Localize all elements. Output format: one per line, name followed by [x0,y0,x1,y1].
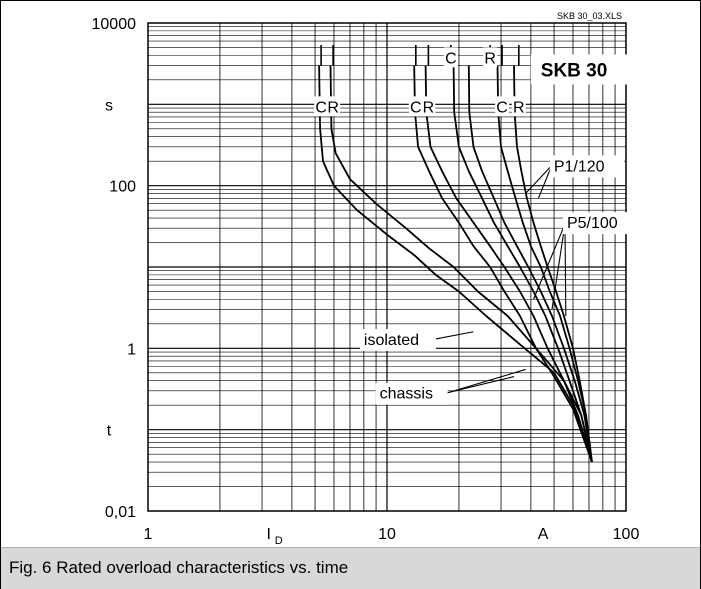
leader-line [525,164,553,194]
label-background [443,47,458,68]
label-background [408,96,423,117]
label-background [511,96,526,117]
y-tick-label: 0,01 [105,504,136,521]
x-axis-label-subscript: D [275,535,283,547]
x-unit-label: A [538,526,549,543]
x-tick-label: 10 [378,526,396,543]
curve-r-1 [329,65,593,463]
curve-label-top: C [445,50,457,67]
leader-line [564,224,567,316]
leader-line [447,368,526,394]
caption-text: Fig. 6 Rated overload characteristics vs… [9,558,349,577]
leader-lines [435,164,567,394]
annotation-p1120: P1/120 [554,158,605,175]
curve-c-6 [496,65,593,463]
label-background [421,96,436,117]
curve-label-top: C [410,99,422,116]
chart-texts: 10000 100 1 0,01 1 10 100 s t I D A SKB 30_03.XLS SKB… [92,11,643,547]
label-background [483,47,498,68]
curve-label-top: R [513,99,525,116]
label-background [359,328,436,351]
label-background [495,96,510,117]
leader-line [435,331,474,340]
label-background [562,212,637,235]
x-axis-label: I [267,526,271,543]
label-background [549,155,624,178]
curve-label-top: R [484,50,496,67]
curve-label-top: C [315,99,327,116]
y-tick-label: 1 [127,341,136,358]
curve-label-top: C [496,99,508,116]
leader-line [551,224,566,310]
device-title: SKB 30 [541,60,608,81]
source-tag: SKB 30_03.XLS [557,11,622,21]
label-background [326,96,341,117]
curve-r-7 [513,65,593,463]
grid [148,23,626,511]
annotation-isolated: isolated [364,332,419,349]
label-background [530,54,643,85]
x-tick-label: 100 [613,526,640,543]
leader-line [537,165,553,199]
curves [318,45,593,463]
figure-caption: Fig. 6 Rated overload characteristics vs… [1,547,700,589]
x-tick-label: 1 [144,526,153,543]
curve-label-top: R [423,99,435,116]
curve-r-5 [467,65,593,463]
curve-label-top: R [327,99,339,116]
y-tick-label: 100 [109,179,136,196]
curve-r-3 [424,65,593,463]
y-tick-label: 10000 [92,16,137,33]
annotation-p5100: P5/100 [567,215,618,232]
annotation-chassis: chassis [380,386,433,403]
curve-c-2 [413,65,593,463]
plot-border [147,22,627,512]
label-background [375,382,448,405]
y-unit-label: s [105,97,113,114]
overload-chart: 10000 100 1 0,01 1 10 100 s t I D A SKB 30_03.XLS SKB… [92,11,643,547]
y-variable-label: t [107,423,112,440]
leader-line [447,376,515,394]
leader-line [532,223,566,300]
curve-c-4 [452,65,593,463]
label-background [314,96,329,117]
